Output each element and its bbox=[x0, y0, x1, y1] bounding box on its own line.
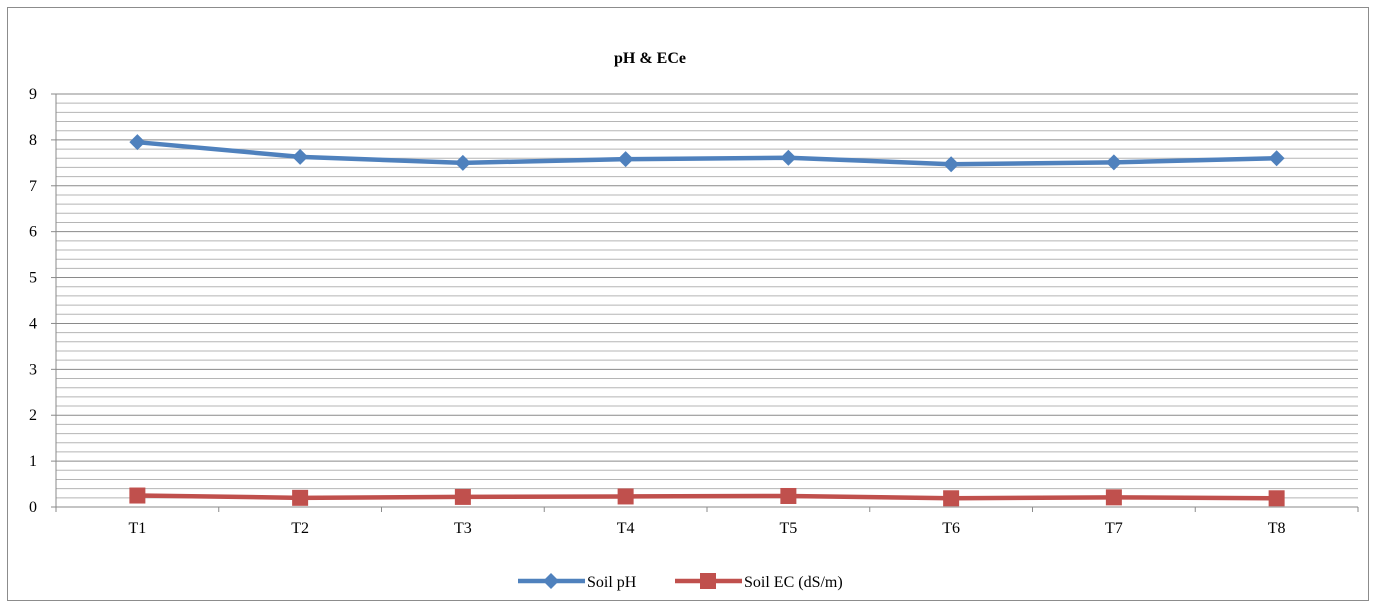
data-point-marker bbox=[129, 487, 146, 504]
y-tick-label: 0 bbox=[29, 499, 37, 516]
chart-title: pH & ECe bbox=[614, 50, 686, 67]
data-point-marker bbox=[1105, 154, 1122, 171]
y-tick-label: 9 bbox=[29, 86, 37, 103]
x-tick-label: T1 bbox=[128, 520, 146, 537]
x-tick-label: T6 bbox=[942, 520, 960, 537]
x-tick-label: T7 bbox=[1105, 520, 1123, 537]
x-axis-tick-labels: T1 T2 T3 T4 T5 T6 T7 T8 bbox=[128, 520, 1285, 537]
y-tick-label: 3 bbox=[29, 361, 37, 378]
data-point-marker bbox=[454, 154, 471, 171]
data-point-marker bbox=[1105, 489, 1122, 506]
legend-marker bbox=[543, 573, 559, 589]
series-group bbox=[129, 134, 1285, 507]
data-point-marker bbox=[454, 488, 471, 505]
y-tick-label: 2 bbox=[29, 407, 37, 424]
data-point-marker bbox=[1268, 150, 1285, 167]
y-tick-label: 1 bbox=[29, 453, 37, 470]
chart-frame: pH & ECe 0 1 2 3 4 5 6 7 8 9 T1 T2 T3 T4 T5 T6 T7 T8 Soi… bbox=[7, 7, 1369, 601]
data-point-marker bbox=[617, 151, 634, 168]
y-tick-label: 7 bbox=[29, 178, 37, 195]
y-tick-label: 4 bbox=[29, 315, 37, 332]
x-tick-label: T3 bbox=[454, 520, 472, 537]
data-point-marker bbox=[780, 487, 797, 504]
line-chart: pH & ECe 0 1 2 3 4 5 6 7 8 9 T1 T2 T3 T4 T5 T6 T7 T8 Soi… bbox=[29, 50, 1359, 591]
x-tick-label: T4 bbox=[617, 520, 635, 537]
legend-label: Soil pH bbox=[587, 574, 637, 591]
legend-item: Soil EC (dS/m) bbox=[675, 573, 843, 591]
data-point-marker bbox=[617, 488, 634, 505]
x-tick-label: T2 bbox=[291, 520, 309, 537]
data-point-marker bbox=[292, 148, 309, 165]
axes bbox=[51, 93, 1359, 512]
x-tick-label: T5 bbox=[779, 520, 797, 537]
y-tick-label: 6 bbox=[29, 224, 37, 241]
data-point-marker bbox=[292, 489, 309, 506]
data-point-marker bbox=[780, 149, 797, 166]
y-tick-label: 5 bbox=[29, 270, 37, 287]
gridlines bbox=[56, 93, 1358, 499]
legend-marker bbox=[700, 573, 716, 589]
series-soil-ec bbox=[129, 487, 1285, 507]
series-line bbox=[135, 139, 1279, 167]
legend-item: Soil pH bbox=[518, 573, 637, 591]
x-tick-label: T8 bbox=[1268, 520, 1286, 537]
legend: Soil pH Soil EC (dS/m) bbox=[518, 573, 843, 591]
series-soil-ph bbox=[129, 134, 1285, 173]
data-point-marker bbox=[943, 490, 960, 507]
legend-label: Soil EC (dS/m) bbox=[744, 574, 843, 591]
data-point-marker bbox=[1268, 490, 1285, 507]
series-line bbox=[135, 493, 1279, 501]
y-tick-label: 8 bbox=[29, 132, 37, 149]
data-point-marker bbox=[129, 134, 146, 151]
data-point-marker bbox=[943, 156, 960, 173]
y-axis-tick-labels: 0 1 2 3 4 5 6 7 8 9 bbox=[29, 86, 37, 516]
